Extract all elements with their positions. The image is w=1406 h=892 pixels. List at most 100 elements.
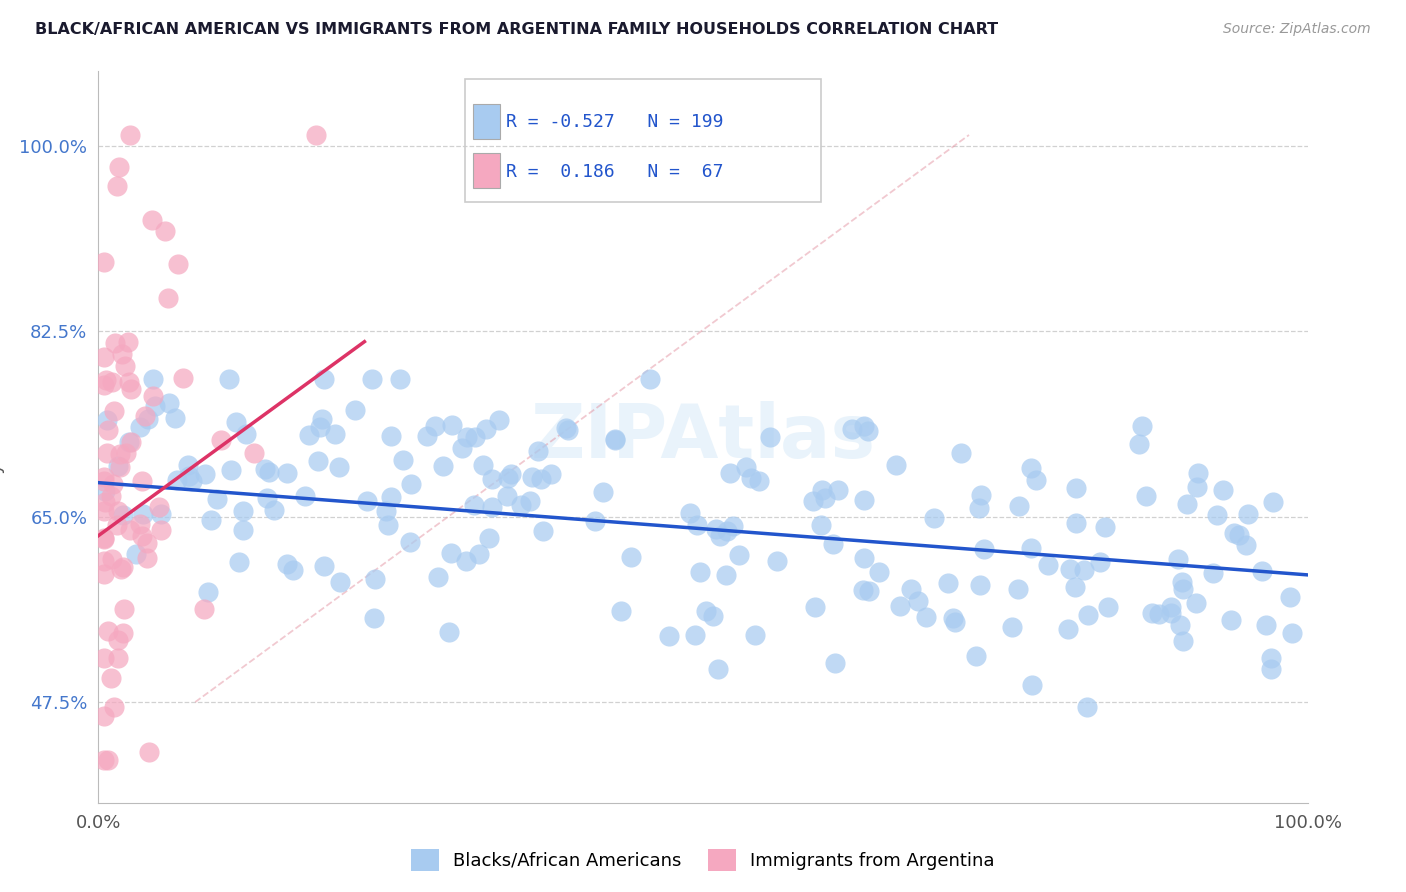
Point [495, 489, 517, 503]
Point [702, 608, 724, 623]
Point [439, 546, 461, 560]
Point [709, 529, 731, 543]
Point [114, 359, 136, 373]
Point [148, 500, 170, 514]
Point [451, 441, 474, 455]
Point [1185, 480, 1208, 494]
Point [1175, 497, 1198, 511]
Point [1160, 599, 1182, 614]
Point [531, 524, 554, 539]
Point [969, 488, 991, 502]
Point [827, 483, 849, 497]
Point [108, 160, 131, 174]
Point [298, 428, 321, 442]
FancyBboxPatch shape [474, 104, 501, 139]
Point [973, 541, 995, 556]
Point [112, 559, 135, 574]
Point [93, 255, 115, 269]
Point [695, 604, 717, 618]
Point [540, 467, 562, 482]
Point [679, 506, 702, 520]
Point [714, 567, 737, 582]
Point [93, 504, 115, 518]
Point [100, 489, 122, 503]
Point [1064, 481, 1087, 495]
Point [1187, 467, 1209, 481]
Point [221, 463, 243, 477]
Point [232, 504, 254, 518]
Point [463, 498, 485, 512]
Point [143, 399, 166, 413]
Point [1076, 700, 1098, 714]
Point [1008, 499, 1031, 513]
Point [399, 534, 422, 549]
Point [232, 523, 254, 537]
Point [374, 504, 396, 518]
Point [1025, 473, 1047, 487]
Point [166, 473, 188, 487]
Point [499, 467, 522, 481]
Point [1007, 582, 1029, 596]
Point [197, 585, 219, 599]
Point [685, 628, 707, 642]
Point [1167, 552, 1189, 566]
Point [620, 549, 643, 564]
Point [93, 532, 115, 546]
Point [735, 460, 758, 475]
Point [149, 524, 172, 538]
Point [592, 484, 614, 499]
Point [853, 551, 876, 566]
Point [103, 404, 125, 418]
Point [415, 429, 437, 443]
Point [716, 524, 738, 538]
Point [94, 483, 117, 498]
Point [801, 493, 824, 508]
Point [120, 434, 142, 449]
Point [294, 489, 316, 503]
Point [312, 559, 335, 574]
Point [93, 753, 115, 767]
Point [1057, 622, 1080, 636]
Point [914, 610, 936, 624]
Point [943, 615, 966, 629]
Point [481, 500, 503, 515]
Point [520, 469, 543, 483]
Point [1170, 618, 1192, 632]
Point [131, 474, 153, 488]
Point [456, 554, 478, 568]
FancyBboxPatch shape [474, 153, 501, 188]
Point [104, 336, 127, 351]
Point [803, 599, 825, 614]
Point [180, 474, 202, 488]
Point [136, 412, 159, 426]
Point [1279, 591, 1302, 605]
Point [103, 477, 125, 491]
Point [94, 495, 117, 509]
Point [172, 370, 194, 384]
Point [1260, 651, 1282, 665]
Point [97, 424, 120, 438]
Point [1263, 495, 1285, 509]
Point [1097, 599, 1119, 614]
Point [263, 502, 285, 516]
Point [1076, 608, 1098, 623]
Point [942, 611, 965, 625]
Point [1090, 555, 1112, 569]
Point [93, 350, 115, 364]
Point [125, 547, 148, 561]
Point [107, 651, 129, 665]
Point [157, 291, 180, 305]
Point [194, 467, 217, 481]
Point [93, 475, 115, 489]
Point [1173, 633, 1195, 648]
Point [740, 471, 762, 485]
Point [766, 554, 789, 568]
Point [117, 375, 139, 389]
Point [440, 417, 463, 432]
Point [110, 460, 132, 475]
Point [488, 413, 510, 427]
Point [136, 550, 159, 565]
Point [721, 518, 744, 533]
Point [307, 453, 329, 467]
Point [824, 656, 846, 670]
